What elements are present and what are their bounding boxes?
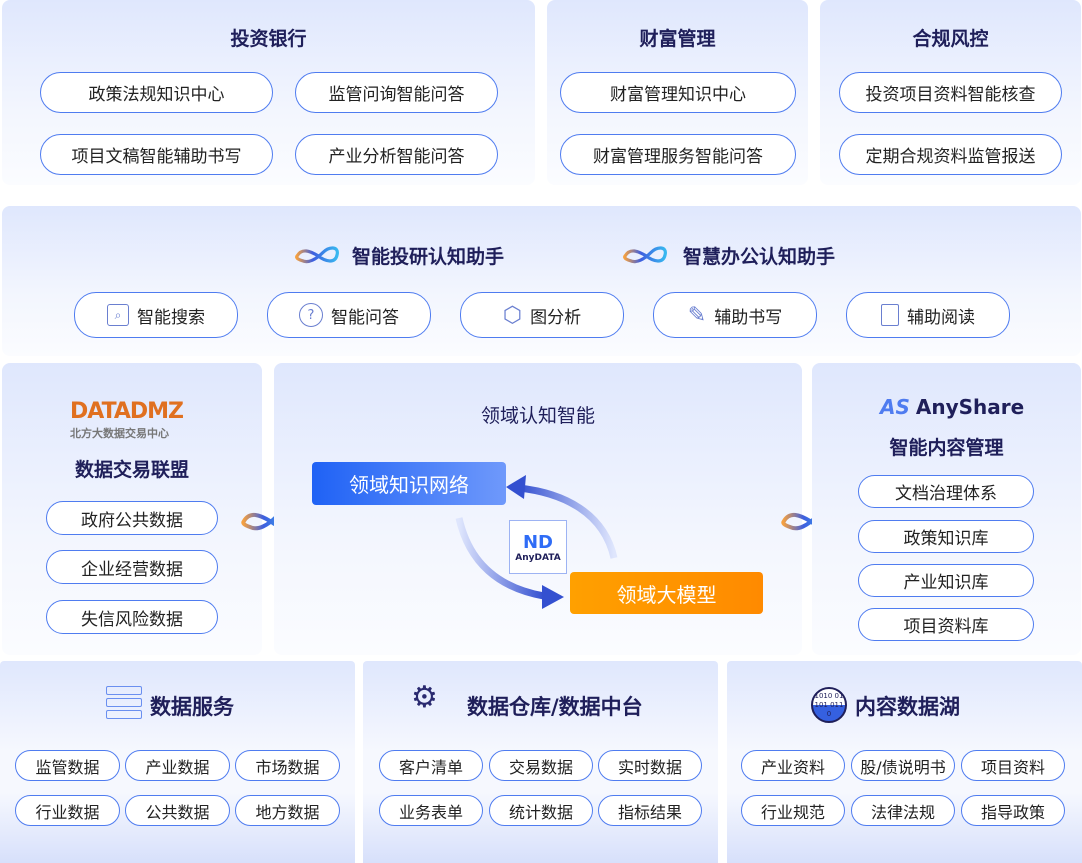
anydata-mark-icon: ND [522,531,553,553]
panel-title: 内容数据湖 [855,695,960,719]
tool-label: 智能搜索 [137,307,205,328]
pill-data[interactable]: 法律法规 [851,795,955,826]
pill-data[interactable]: 股/债说明书 [851,750,955,781]
pill-data[interactable]: 实时数据 [598,750,702,781]
panel-title: 领域认知智能 [480,405,595,427]
pill-data[interactable]: 产业数据 [125,750,230,781]
search-icon: ⌕ [107,304,129,326]
tool-smart-qa[interactable]: ? 智能问答 [267,292,431,338]
pill-data[interactable]: 市场数据 [235,750,340,781]
panel-domain-cognition: 领域认知智能 领域知识网络 ND AnyDATA 领域大模型 [274,363,802,655]
question-bubble-icon: ? [299,303,323,327]
domain-large-model[interactable]: 领域大模型 [570,572,763,614]
anydata-label: AnyDATA [515,552,561,563]
pill-data[interactable]: 指导政策 [961,795,1065,826]
infinity-logo-icon [622,242,670,268]
anyshare-logo: AS AnyShare [880,395,1024,419]
infinity-logo-icon [294,242,342,268]
pill-data[interactable]: 产业资料 [741,750,845,781]
pill-data[interactable]: 客户清单 [379,750,483,781]
pill-doc-writing[interactable]: 项目文稿智能辅助书写 [40,134,273,175]
tool-reading[interactable]: 辅助阅读 [846,292,1010,338]
gear-icon: ⚙ [411,680,438,715]
pill-policy-knowledge[interactable]: 政策法规知识中心 [40,72,273,113]
pill-compliance-report[interactable]: 定期合规资料监管报送 [839,134,1062,175]
pill-data[interactable]: 指标结果 [598,795,702,826]
pill-industry-kb[interactable]: 产业知识库 [858,564,1034,597]
panel-content-lake: 1010 01101 0110 内容数据湖 产业资料 股/债说明书 项目资料 行… [727,661,1082,863]
anyshare-mark-icon: AS [880,395,910,419]
tool-smart-search[interactable]: ⌕ 智能搜索 [74,292,238,338]
tool-label: 辅助阅读 [907,307,975,328]
pill-credit-risk-data[interactable]: 失信风险数据 [46,600,218,634]
panel-title: 合规风控 [912,28,989,50]
datadmz-subtitle: 北方大数据交易中心 [70,427,169,440]
panel-title: 财富管理 [639,28,716,50]
pill-regulatory-qa[interactable]: 监管问询智能问答 [295,72,498,113]
panel-investment-banking: 投资银行 政策法规知识中心 监管问询智能问答 项目文稿智能辅助书写 产业分析智能… [2,0,535,185]
pill-project-check[interactable]: 投资项目资料智能核查 [839,72,1062,113]
domain-knowledge-network[interactable]: 领域知识网络 [312,462,506,505]
pill-data[interactable]: 业务表单 [379,795,483,826]
pill-data[interactable]: 地方数据 [235,795,340,826]
binary-globe-icon: 1010 01101 0110 [811,687,847,723]
panel-title: 数据交易联盟 [74,459,189,481]
pill-data[interactable]: 统计数据 [489,795,593,826]
pill-wealth-qa[interactable]: 财富管理服务智能问答 [560,134,796,175]
assistant-research: 智能投研认知助手 [352,246,505,268]
panel-title: 数据仓库/数据中台 [467,695,643,719]
assistant-band: 智能投研认知助手 智慧办公认知助手 ⌕ 智能搜索 ? 智能问答 ⬡ 图分析 ✎ 辅助书写… [2,206,1081,356]
pencil-icon: ✎ [687,302,707,328]
pill-data[interactable]: 项目资料 [961,750,1065,781]
book-icon [881,304,899,326]
tool-writing[interactable]: ✎ 辅助书写 [653,292,817,338]
panel-compliance: 合规风控 投资项目资料智能核查 定期合规资料监管报送 [820,0,1081,185]
panel-wealth: 财富管理 财富管理知识中心 财富管理服务智能问答 [547,0,808,185]
graph-icon: ⬡ [502,302,523,328]
cycle-arrows [455,475,618,609]
panel-title: 智能内容管理 [889,437,1004,459]
pill-industry-qa[interactable]: 产业分析智能问答 [295,134,498,175]
tool-label: 智能问答 [331,307,399,328]
assistant-office: 智慧办公认知助手 [683,246,836,268]
tool-graph-analysis[interactable]: ⬡ 图分析 [460,292,624,338]
pill-data[interactable]: 交易数据 [489,750,593,781]
pill-policy-kb[interactable]: 政策知识库 [858,520,1034,553]
server-icon [106,686,142,722]
panel-title: 数据服务 [150,695,234,719]
pill-data[interactable]: 行业规范 [741,795,845,826]
panel-data-service: 数据服务 监管数据 产业数据 市场数据 行业数据 公共数据 地方数据 [0,661,355,863]
panel-data-exchange: DATADMZ 北方大数据交易中心 数据交易联盟 政府公共数据 企业经营数据 失… [2,363,262,655]
pill-enterprise-data[interactable]: 企业经营数据 [46,550,218,584]
pill-data[interactable]: 监管数据 [15,750,120,781]
pill-project-kb[interactable]: 项目资料库 [858,608,1034,641]
datadmz-logo: DATADMZ [70,399,184,424]
pill-data[interactable]: 行业数据 [15,795,120,826]
pill-doc-governance[interactable]: 文档治理体系 [858,475,1034,508]
anydata-logo: ND AnyDATA [509,520,567,574]
pill-wealth-knowledge[interactable]: 财富管理知识中心 [560,72,796,113]
pill-gov-data[interactable]: 政府公共数据 [46,501,218,535]
tool-label: 辅助书写 [714,307,783,328]
tool-label: 图分析 [530,307,582,328]
panel-data-warehouse: ⚙ 数据仓库/数据中台 客户清单 交易数据 实时数据 业务表单 统计数据 指标结… [363,661,718,863]
anyshare-label: AnyShare [915,395,1025,419]
panel-content-management: AS AnyShare 智能内容管理 文档治理体系 政策知识库 产业知识库 项目资… [812,363,1081,655]
panel-title: 投资银行 [230,28,307,50]
pill-data[interactable]: 公共数据 [125,795,230,826]
